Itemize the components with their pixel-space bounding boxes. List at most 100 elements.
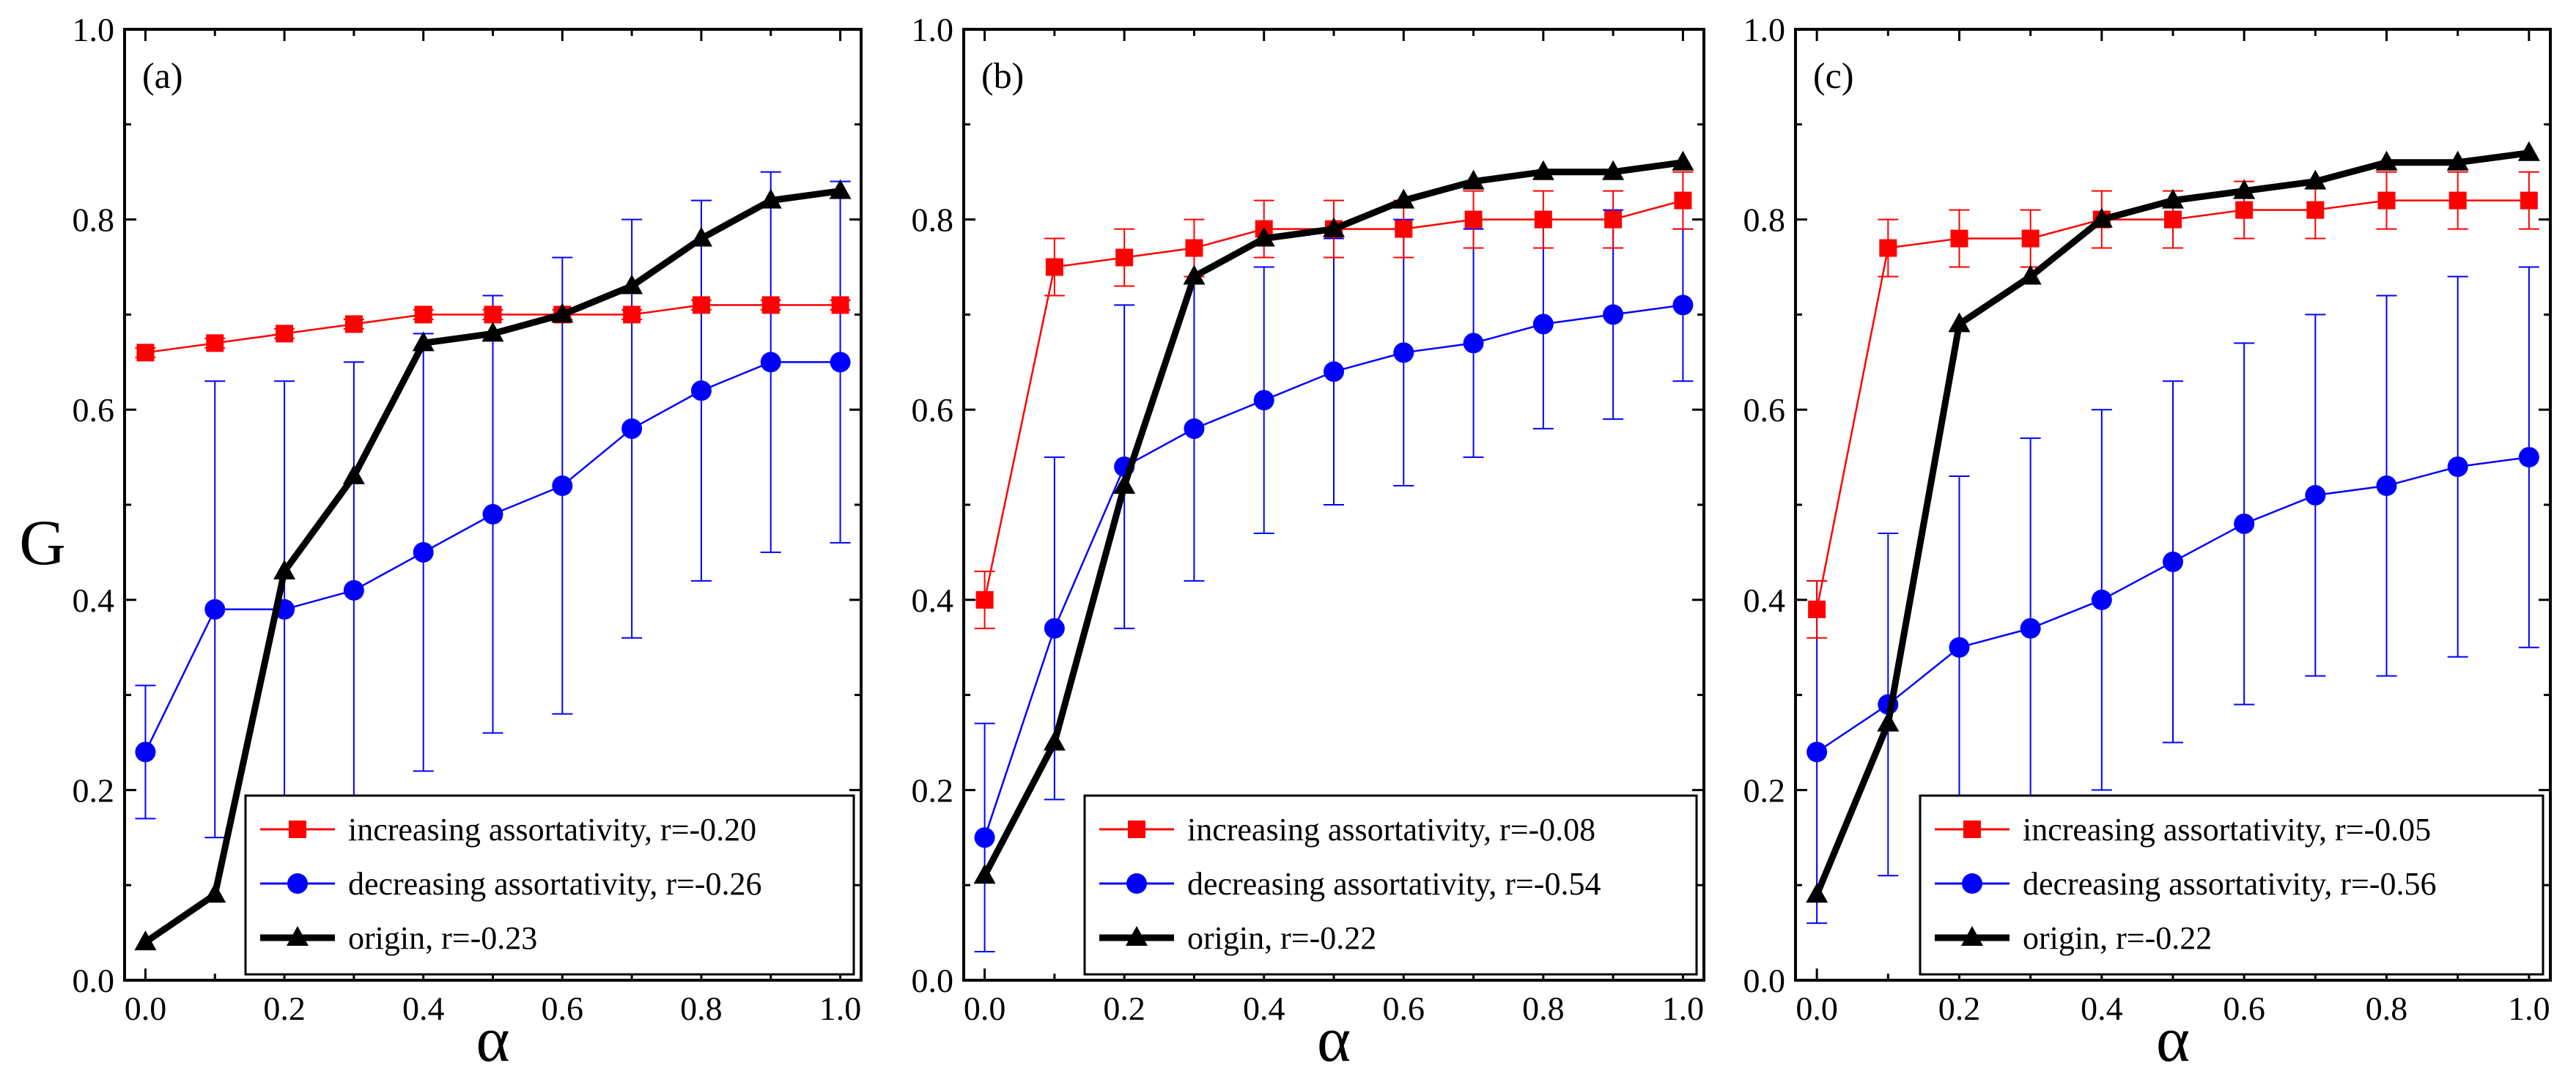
- y-axis-title: G: [19, 508, 66, 579]
- origin-point: [1602, 160, 1625, 180]
- x-tick-label: 1.0: [819, 990, 862, 1027]
- x-tick-label: 1.0: [2508, 990, 2550, 1027]
- x-tick-label: 0.6: [2223, 990, 2265, 1027]
- y-tick-label: 0.4: [912, 582, 954, 619]
- x-tick-label: 0.4: [2081, 990, 2123, 1027]
- origin-point: [551, 303, 574, 323]
- increasing-point: [344, 315, 363, 333]
- x-tick-label: 0.8: [680, 990, 723, 1027]
- origin-point: [134, 930, 157, 951]
- x-axis-title: α: [2156, 1004, 2190, 1074]
- increasing-point: [1879, 239, 1897, 257]
- decreasing-point: [1463, 333, 1484, 354]
- y-tick-label: 0.2: [912, 771, 954, 809]
- increasing-point: [831, 296, 849, 314]
- origin-point: [2446, 150, 2469, 171]
- decreasing-point: [135, 741, 156, 763]
- y-tick-label: 0.6: [1743, 391, 1786, 429]
- panel-3: 0.0 0.2 0.4 0.6 0.8 1.0 0.0 0.2 0.4 0.6 0.8 1.0 α (c)…: [1743, 11, 2552, 1074]
- decreasing-point: [1184, 418, 1205, 440]
- legend-decreasing-marker: [1962, 873, 1982, 894]
- decreasing-point: [1603, 304, 1624, 325]
- increasing-point: [1604, 210, 1623, 229]
- x-tick-label: 0.2: [1103, 990, 1145, 1027]
- origin-point: [759, 188, 782, 209]
- origin-point: [2304, 169, 2327, 190]
- decreasing-point: [2518, 447, 2539, 468]
- decreasing-point: [2091, 589, 2112, 610]
- decreasing-point: [621, 418, 643, 440]
- y-tick-label: 0.2: [73, 771, 115, 809]
- y-tick-label: 0.4: [1743, 582, 1786, 619]
- decreasing-point: [1324, 361, 1344, 382]
- increasing-point: [761, 296, 780, 314]
- decreasing-point: [482, 503, 503, 525]
- legend-increasing-marker: [1128, 821, 1145, 838]
- legend-origin-marker: [287, 926, 309, 946]
- x-axis-title: α: [476, 1004, 509, 1074]
- decreasing-point: [1532, 314, 1554, 335]
- legend-box: [1083, 794, 1698, 976]
- legend-increasing-marker: [289, 821, 306, 838]
- decreasing-point: [760, 352, 781, 373]
- increasing-point: [1808, 600, 1826, 618]
- y-tick-label: 0.0: [73, 962, 115, 999]
- y-tick-label: 0.4: [73, 582, 115, 619]
- decreasing-point: [1806, 741, 1828, 763]
- legend-increasing-label: increasing assortativity, r=-0.05: [2023, 812, 2431, 848]
- panel-1: 0.0 0.2 0.4 0.6 0.8 1.0 0.0 0.2 0.4 0.6 0.8 1.0 α (a)…: [73, 11, 863, 1074]
- decreasing-point: [2020, 618, 2041, 639]
- legend-decreasing-label: decreasing assortativity, r=-0.54: [1187, 866, 1601, 902]
- decreasing-point: [552, 475, 573, 497]
- increasing-point: [1045, 258, 1063, 276]
- decreasing-point: [2163, 551, 2183, 572]
- origin-point: [2233, 179, 2256, 199]
- x-tick-label: 0.0: [1796, 990, 1838, 1027]
- origin-point: [2375, 150, 2398, 171]
- series-origin: [134, 179, 852, 951]
- increasing-point: [1464, 210, 1483, 229]
- y-tick-label: 0.2: [1743, 771, 1786, 809]
- origin-point: [1113, 474, 1136, 495]
- decreasing-point: [2305, 485, 2326, 506]
- y-tick-label: 0.0: [1743, 962, 1786, 999]
- series-origin: [1806, 141, 2540, 903]
- origin-point: [2090, 207, 2113, 228]
- x-tick-label: 0.6: [1383, 990, 1425, 1027]
- origin-point: [412, 331, 435, 352]
- increasing-point: [2377, 191, 2396, 210]
- legend-origin-label: origin, r=-0.22: [1187, 920, 1376, 956]
- x-tick-label: 0.4: [1243, 990, 1285, 1027]
- legend-increasing-label: increasing assortativity, r=-0.08: [1187, 812, 1595, 848]
- increasing-point: [1534, 210, 1552, 229]
- x-tick-label: 0.8: [1522, 990, 1565, 1027]
- origin-point: [204, 883, 226, 903]
- y-tick-label: 1.0: [73, 11, 115, 48]
- panel-label: (b): [981, 55, 1024, 96]
- y-tick-label: 1.0: [1743, 11, 1786, 48]
- origin-point: [342, 464, 365, 485]
- origin-point: [1392, 188, 1415, 209]
- x-tick-label: 0.8: [2366, 990, 2408, 1027]
- increasing-point: [484, 305, 502, 324]
- increasing-point: [136, 344, 155, 362]
- y-tick-label: 0.8: [912, 201, 954, 239]
- y-tick-label: 0.0: [912, 962, 954, 999]
- x-tick-label: 0.0: [964, 990, 1006, 1027]
- increasing-point: [206, 334, 224, 352]
- series-decreasing: [135, 171, 851, 839]
- origin-point: [1043, 730, 1066, 751]
- decreasing-point: [1672, 295, 1694, 316]
- x-tick-label: 0.2: [263, 990, 306, 1027]
- legend-increasing-label: increasing assortativity, r=-0.20: [348, 812, 756, 848]
- series-origin: [973, 150, 1694, 884]
- y-tick-label: 0.6: [73, 391, 115, 429]
- increasing-point: [1674, 191, 1692, 210]
- decreasing-point: [1393, 342, 1414, 363]
- increasing-point: [2164, 210, 2182, 229]
- decreasing-point: [413, 541, 434, 563]
- origin-point: [2162, 188, 2184, 209]
- legend-decreasing-label: decreasing assortativity, r=-0.56: [2023, 866, 2436, 902]
- decreasing-point: [830, 352, 851, 373]
- increasing-point: [1185, 239, 1203, 257]
